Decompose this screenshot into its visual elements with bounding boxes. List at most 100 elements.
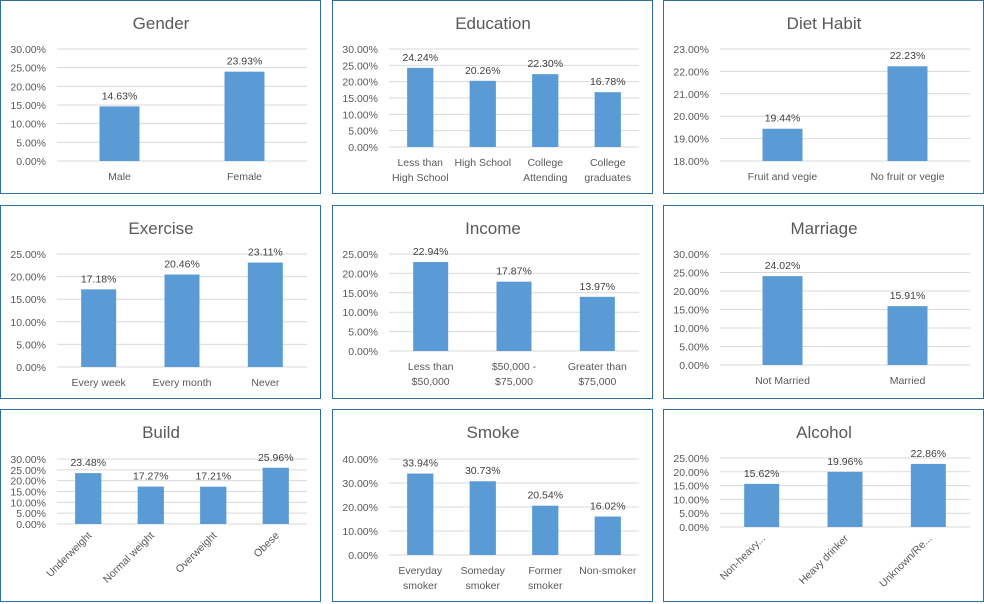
x-category-label: College graduates <box>584 157 631 184</box>
y-tick-label: 0.00% <box>348 142 378 154</box>
x-category-label: Less than High School <box>392 157 449 184</box>
chart-svg: Income 0.00% 5.00% 10.00% 15.00% 20.00% 25.00%… <box>342 219 639 388</box>
data-label: 14.63% <box>102 90 138 102</box>
x-category-label: Underweight <box>44 530 94 580</box>
data-label: 22.94% <box>413 246 449 258</box>
y-tick-label: 20.00% <box>673 286 709 298</box>
y-tick-label: 0.00% <box>348 346 378 358</box>
y-tick-label: 15.00% <box>342 93 378 105</box>
y-tick-label: 15.00% <box>342 288 378 300</box>
x-category-label: Female <box>227 171 262 183</box>
bar <box>224 71 265 161</box>
bar <box>744 483 780 527</box>
data-label: 13.97% <box>580 281 616 293</box>
data-label: 17.87% <box>496 266 532 278</box>
data-label: 15.91% <box>890 290 926 302</box>
bar <box>532 505 559 555</box>
y-tick-label: 22.00% <box>673 66 709 78</box>
y-tick-label: 10.00% <box>342 109 378 121</box>
y-tick-label: 40.00% <box>342 454 378 466</box>
data-label: 24.24% <box>402 52 438 64</box>
bar <box>200 486 227 524</box>
y-tick-label: 20.00% <box>10 81 46 93</box>
bar <box>99 106 140 161</box>
chart-panel-marriage: Marriage 0.00% 5.00% 10.00% 15.00% 20.00% 25.0… <box>663 205 984 399</box>
bar <box>413 261 449 351</box>
chart-title: Gender <box>133 14 190 33</box>
bar <box>827 471 863 527</box>
y-tick-label: 25.00% <box>10 63 46 75</box>
y-tick-label: 30.00% <box>10 454 46 466</box>
bar <box>247 262 283 367</box>
data-label: 20.26% <box>465 65 501 77</box>
data-label: 17.27% <box>133 471 169 483</box>
y-tick-label: 10.00% <box>10 317 46 329</box>
y-tick-label: 0.00% <box>348 550 378 562</box>
x-category-label: Heavy drinker <box>797 532 852 587</box>
y-tick-label: 5.00% <box>348 126 378 138</box>
y-tick-label: 0.00% <box>16 156 46 168</box>
x-category-label: Male <box>108 171 131 183</box>
chart-panel-smoke: Smoke 0.00% 10.00% 20.00% 30.00% 40.00% 33.94%… <box>332 409 653 602</box>
chart-panel-build: Build 0.00% 5.00% 10.00% 15.00% 20.00% 25.00% 3… <box>0 409 321 602</box>
chart-panel-income: Income 0.00% 5.00% 10.00% 15.00% 20.00% 25.00%… <box>332 205 653 399</box>
x-category-label: Every week <box>72 377 127 389</box>
y-tick-label: 20.00% <box>673 467 709 479</box>
data-label: 17.18% <box>81 273 117 285</box>
y-tick-label: 30.00% <box>673 249 709 261</box>
bar <box>407 67 434 147</box>
chart-svg: Smoke 0.00% 10.00% 20.00% 30.00% 40.00% 33.94%… <box>342 423 639 592</box>
bar <box>469 80 496 147</box>
y-tick-label: 30.00% <box>342 478 378 490</box>
y-tick-label: 15.00% <box>673 481 709 493</box>
y-tick-label: 30.00% <box>342 44 378 56</box>
y-tick-label: 25.00% <box>342 60 378 72</box>
x-category-label: Married <box>890 375 926 387</box>
y-tick-label: 20.00% <box>342 268 378 280</box>
bar <box>81 289 117 367</box>
chart-panel-gender: Gender 0.00% 5.00% 10.00% 15.00% 20.00% 25.00%… <box>0 0 321 194</box>
x-category-label: Overweight <box>173 530 219 576</box>
x-category-label: Fruit and vegie <box>748 171 818 183</box>
y-tick-label: 25.00% <box>673 453 709 465</box>
chart-title: Education <box>455 14 531 33</box>
chart-title: Diet Habit <box>787 14 862 33</box>
bar <box>407 473 434 555</box>
bar <box>910 463 946 527</box>
chart-panel-alcohol: Alcohol 0.00% 5.00% 10.00% 15.00% 20.00% 25.00… <box>663 409 984 602</box>
y-tick-label: 15.00% <box>10 100 46 112</box>
x-category-label: Normal weight <box>101 530 157 586</box>
x-category-label: Everyday smoker <box>398 565 443 592</box>
bar <box>887 66 928 161</box>
y-tick-label: 18.00% <box>673 156 709 168</box>
y-tick-label: 30.00% <box>10 44 46 56</box>
y-tick-label: 0.00% <box>16 519 46 531</box>
y-tick-label: 20.00% <box>342 77 378 89</box>
data-label: 19.44% <box>765 113 801 125</box>
x-category-label: Non-smoker <box>579 565 637 577</box>
x-category-label: Not Married <box>755 375 810 387</box>
chart-svg: Exercise 0.00% 5.00% 10.00% 15.00% 20.00% 25.0… <box>10 219 307 389</box>
y-tick-label: 0.00% <box>16 362 46 374</box>
y-tick-label: 25.00% <box>10 249 46 261</box>
x-category-label: Someday smoker <box>461 565 506 592</box>
data-label: 22.30% <box>527 58 563 70</box>
bar <box>532 74 559 147</box>
data-label: 23.11% <box>248 247 283 259</box>
chart-svg: Diet Habit 18.00% 19.00% 20.00% 21.00% 22.00%… <box>673 14 970 183</box>
y-tick-label: 15.00% <box>10 294 46 306</box>
data-label: 22.86% <box>911 448 947 460</box>
bar <box>469 481 496 555</box>
y-tick-label: 10.00% <box>673 323 709 335</box>
chart-panel-exercise: Exercise 0.00% 5.00% 10.00% 15.00% 20.00% 25.0… <box>0 205 321 399</box>
chart-title: Income <box>465 219 521 238</box>
y-tick-label: 0.00% <box>679 360 709 372</box>
chart-title: Smoke <box>467 423 520 442</box>
bar <box>75 473 102 524</box>
data-label: 16.78% <box>590 76 626 88</box>
chart-title: Alcohol <box>796 423 852 442</box>
data-label: 16.02% <box>590 501 626 513</box>
y-tick-label: 15.00% <box>10 487 46 499</box>
data-label: 24.02% <box>765 260 801 272</box>
y-tick-label: 21.00% <box>673 89 709 101</box>
